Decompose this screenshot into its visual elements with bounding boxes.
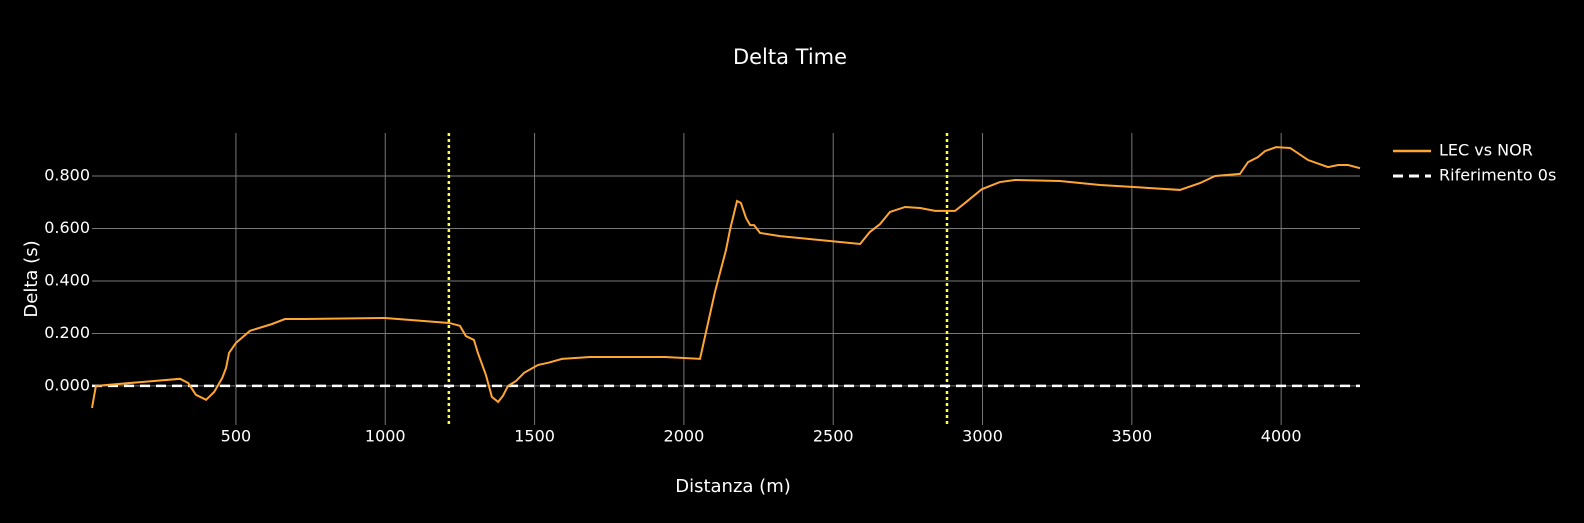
data-line — [91, 146, 1361, 409]
y-tick-label: 0.000 — [44, 375, 90, 394]
x-tick-label: 2000 — [664, 427, 705, 446]
legend-label: Riferimento 0s — [1439, 166, 1556, 185]
x-axis-title: Distanza (m) — [675, 476, 791, 497]
x-tick-label: 3000 — [962, 427, 1003, 446]
x-tick-label: 500 — [221, 427, 252, 446]
chart-title: Delta Time — [733, 45, 847, 69]
y-tick-label: 0.600 — [44, 218, 90, 237]
x-tick-label: 2500 — [813, 427, 854, 446]
x-tick-label: 4000 — [1261, 427, 1302, 446]
legend-label: LEC vs NOR — [1439, 141, 1533, 160]
x-tick-label: 3500 — [1111, 427, 1152, 446]
y-tick-label: 0.200 — [44, 323, 90, 342]
x-tick-label: 1000 — [365, 427, 406, 446]
x-tick-label: 1500 — [514, 427, 555, 446]
y-axis-title: Delta (s) — [21, 240, 42, 317]
y-tick-label: 0.800 — [44, 166, 90, 185]
y-tick-label: 0.400 — [44, 270, 90, 289]
